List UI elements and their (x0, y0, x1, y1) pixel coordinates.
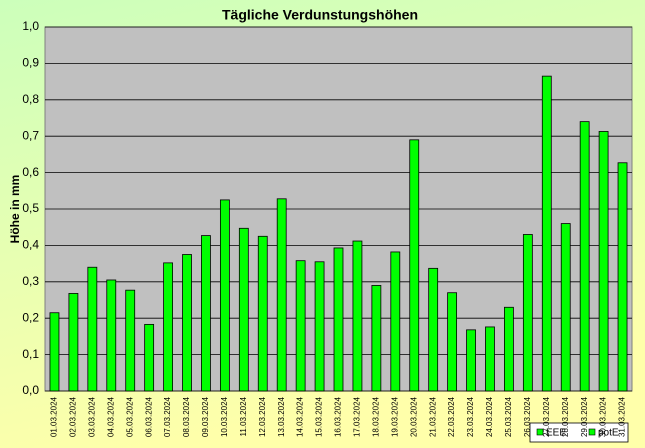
x-tick-label: 27.03.2024 (542, 396, 551, 437)
x-tick-label: 17.03.2024 (353, 396, 362, 437)
x-tick-label: 16.03.2024 (334, 396, 343, 437)
x-tick-label: 15.03.2024 (315, 396, 324, 437)
bar (579, 121, 590, 392)
x-tick-label: 19.03.2024 (390, 396, 399, 437)
x-tick-label: 30.03.2024 (599, 396, 608, 437)
x-tick-label: 04.03.2024 (106, 396, 115, 437)
x-tick-label: 02.03.2024 (69, 396, 78, 437)
bar (522, 234, 533, 392)
bar (314, 261, 325, 392)
bar (219, 199, 230, 392)
x-tick-label: 14.03.2024 (296, 396, 305, 437)
x-tick-label: 08.03.2024 (182, 396, 191, 437)
y-tick-label: 0,4 (22, 238, 39, 252)
bar (125, 289, 136, 392)
y-axis-label: Höhe in mm (8, 175, 22, 244)
bar (68, 293, 79, 392)
x-tick-label: 07.03.2024 (163, 396, 172, 437)
bar (163, 262, 173, 392)
bar (144, 323, 155, 392)
x-tick-label: 11.03.2024 (239, 396, 248, 436)
y-tick-label: 0,2 (22, 310, 39, 324)
y-tick-label: 0,7 (22, 128, 39, 142)
x-tick-label: 26.03.2024 (523, 396, 532, 437)
x-tick-label: 24.03.2024 (485, 396, 494, 437)
bar (560, 223, 571, 392)
bar (276, 198, 287, 392)
bar (447, 292, 458, 392)
bar (466, 329, 476, 392)
bar (541, 75, 552, 392)
bar (238, 227, 249, 392)
bar (49, 312, 60, 392)
bar (617, 162, 628, 392)
bar (106, 279, 117, 392)
bar (87, 266, 98, 392)
bar (598, 131, 609, 392)
bar (182, 254, 192, 392)
bar (485, 326, 495, 392)
x-tick-label: 03.03.2024 (87, 396, 96, 437)
bar (371, 285, 382, 392)
x-tick-label: 29.03.2024 (580, 396, 589, 437)
x-tick-label: 23.03.2024 (466, 396, 475, 437)
x-tick-label: 10.03.2024 (220, 396, 229, 437)
bar (257, 235, 268, 392)
x-tick-label: 09.03.2024 (201, 396, 210, 437)
y-tick-label: 0,9 (22, 56, 39, 70)
x-tick-label: 28.03.2024 (561, 396, 570, 437)
x-tick-label: 01.03.2024 (50, 396, 59, 437)
y-tick-label: 0,0 (22, 383, 39, 397)
y-tick-label: 1,0 (22, 19, 39, 33)
bar (201, 235, 211, 392)
bar (352, 240, 363, 392)
x-tick-label: 18.03.2024 (371, 396, 380, 437)
chart-title: Tägliche Verdunstungshöhen (222, 7, 418, 23)
legend-label: potE (598, 428, 619, 439)
y-tick-label: 0,8 (22, 92, 39, 106)
x-tick-label: 13.03.2024 (277, 396, 286, 437)
x-tick-label: 20.03.2024 (409, 396, 418, 437)
y-tick-label: 0,5 (22, 201, 39, 215)
legend (529, 422, 629, 443)
x-tick-label: 05.03.2024 (125, 396, 134, 437)
legend-label: EEE (546, 428, 566, 439)
bar (390, 251, 401, 392)
bar (333, 247, 344, 392)
legend-swatch (536, 428, 544, 436)
x-tick-label: 06.03.2024 (144, 396, 153, 437)
x-tick-label: 22.03.2024 (447, 396, 456, 437)
x-tick-label: 31.03.2024 (618, 396, 627, 437)
bar (428, 267, 439, 392)
y-tick-label: 0,6 (22, 165, 39, 179)
y-tick-label: 0,1 (22, 347, 39, 361)
y-tick-label: 0,3 (22, 274, 39, 288)
x-tick-label: 12.03.2024 (258, 396, 267, 437)
bar (295, 260, 306, 392)
x-tick-label: 21.03.2024 (428, 396, 437, 437)
x-tick-label: 25.03.2024 (504, 396, 513, 437)
legend-swatch (588, 428, 596, 436)
bar (409, 139, 420, 392)
bar (504, 306, 514, 392)
